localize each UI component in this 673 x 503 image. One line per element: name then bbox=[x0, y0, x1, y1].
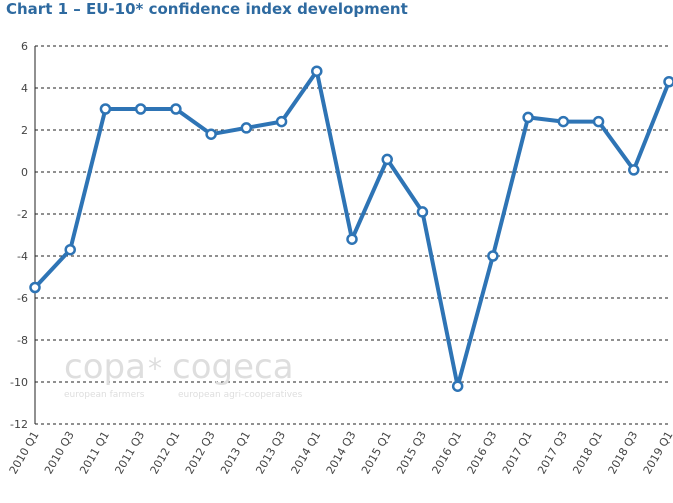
y-tick-label: 6 bbox=[21, 40, 28, 53]
y-tick-label: 2 bbox=[21, 124, 28, 137]
data-point-2017-q3 bbox=[557, 115, 570, 128]
data-point-2010-q1 bbox=[29, 281, 41, 294]
x-tick-label: 2017 Q3 bbox=[535, 429, 570, 476]
x-tick-label: 2012 Q3 bbox=[183, 429, 218, 476]
data-point-2019-q1 bbox=[663, 75, 673, 88]
series-layer bbox=[29, 65, 673, 392]
x-tick-label: 2018 Q3 bbox=[606, 429, 641, 476]
watermark-copa: copa bbox=[64, 347, 146, 387]
data-point-2014-q1 bbox=[311, 65, 323, 77]
data-point-2011-q1 bbox=[99, 103, 112, 115]
data-point-2012-q1 bbox=[170, 103, 182, 115]
chart-title: Chart 1 – EU-10* confidence index develo… bbox=[6, 0, 408, 18]
x-tick-label: 2013 Q1 bbox=[218, 429, 253, 476]
watermark-star: * bbox=[148, 352, 162, 385]
y-tick-label: -6 bbox=[17, 292, 28, 305]
data-point-2018-q1 bbox=[592, 115, 605, 128]
x-tick-label: 2016 Q1 bbox=[429, 429, 464, 476]
x-tick-label: 2012 Q1 bbox=[148, 429, 183, 476]
y-tick-label: -10 bbox=[10, 376, 28, 389]
watermark-sub-farmers: european farmers bbox=[64, 390, 145, 400]
copa-cogeca-watermark: copa * cogeca european farmers european … bbox=[64, 347, 303, 400]
x-tick-label: 2014 Q1 bbox=[289, 429, 324, 476]
watermark-sub-coops: european agri-cooperatives bbox=[178, 390, 303, 400]
x-tick-label: 2013 Q3 bbox=[253, 429, 288, 476]
y-tick-label: -2 bbox=[17, 208, 28, 221]
x-tick-label: 2010 Q1 bbox=[7, 429, 42, 476]
data-point-2016-q3 bbox=[487, 250, 499, 262]
data-point-2014-q3 bbox=[346, 233, 358, 245]
watermark-cogeca: cogeca bbox=[172, 347, 294, 387]
series-line bbox=[33, 69, 671, 389]
data-point-2012-q3 bbox=[205, 128, 217, 140]
x-tick-label: 2015 Q3 bbox=[394, 429, 429, 476]
x-tick-label: 2011 Q3 bbox=[112, 429, 147, 476]
data-point-2010-q3 bbox=[64, 243, 76, 256]
data-point-2015-q3 bbox=[416, 206, 429, 218]
x-tick-label: 2018 Q1 bbox=[570, 429, 605, 476]
x-tick-label: 2014 Q3 bbox=[324, 429, 359, 476]
data-point-2011-q3 bbox=[134, 103, 147, 115]
y-tick-label: 4 bbox=[21, 82, 28, 95]
data-point-2017-q1 bbox=[522, 111, 534, 124]
grid-layer bbox=[34, 45, 669, 425]
x-tick-label: 2016 Q3 bbox=[465, 429, 500, 476]
data-point-2018-q3 bbox=[628, 164, 640, 176]
data-point-2013-q3 bbox=[275, 115, 288, 128]
y-tick-label: 0 bbox=[21, 166, 28, 179]
x-tick-label: 2011 Q1 bbox=[77, 429, 112, 476]
x-tick-label: 2010 Q3 bbox=[42, 429, 77, 476]
y-tick-label: -8 bbox=[17, 334, 28, 347]
data-point-2013-q1 bbox=[240, 122, 253, 134]
x-tick-label: 2017 Q1 bbox=[500, 429, 535, 476]
y-tick-label: -12 bbox=[10, 418, 28, 431]
x-axis-ticks: 2010 Q1 2010 Q3 2011 Q1 2011 Q3 2012 Q1 2012 … bbox=[7, 429, 673, 476]
data-point-2016-q1 bbox=[451, 380, 464, 392]
x-tick-label: 2019 Q1 bbox=[641, 429, 673, 476]
x-tick-label: 2015 Q1 bbox=[359, 429, 394, 476]
data-point-2015-q1 bbox=[381, 153, 393, 166]
y-axis-ticks: 6 4 2 0 -2 -4 -6 -8 -10 -12 bbox=[10, 40, 28, 431]
y-tick-label: -4 bbox=[17, 250, 28, 263]
